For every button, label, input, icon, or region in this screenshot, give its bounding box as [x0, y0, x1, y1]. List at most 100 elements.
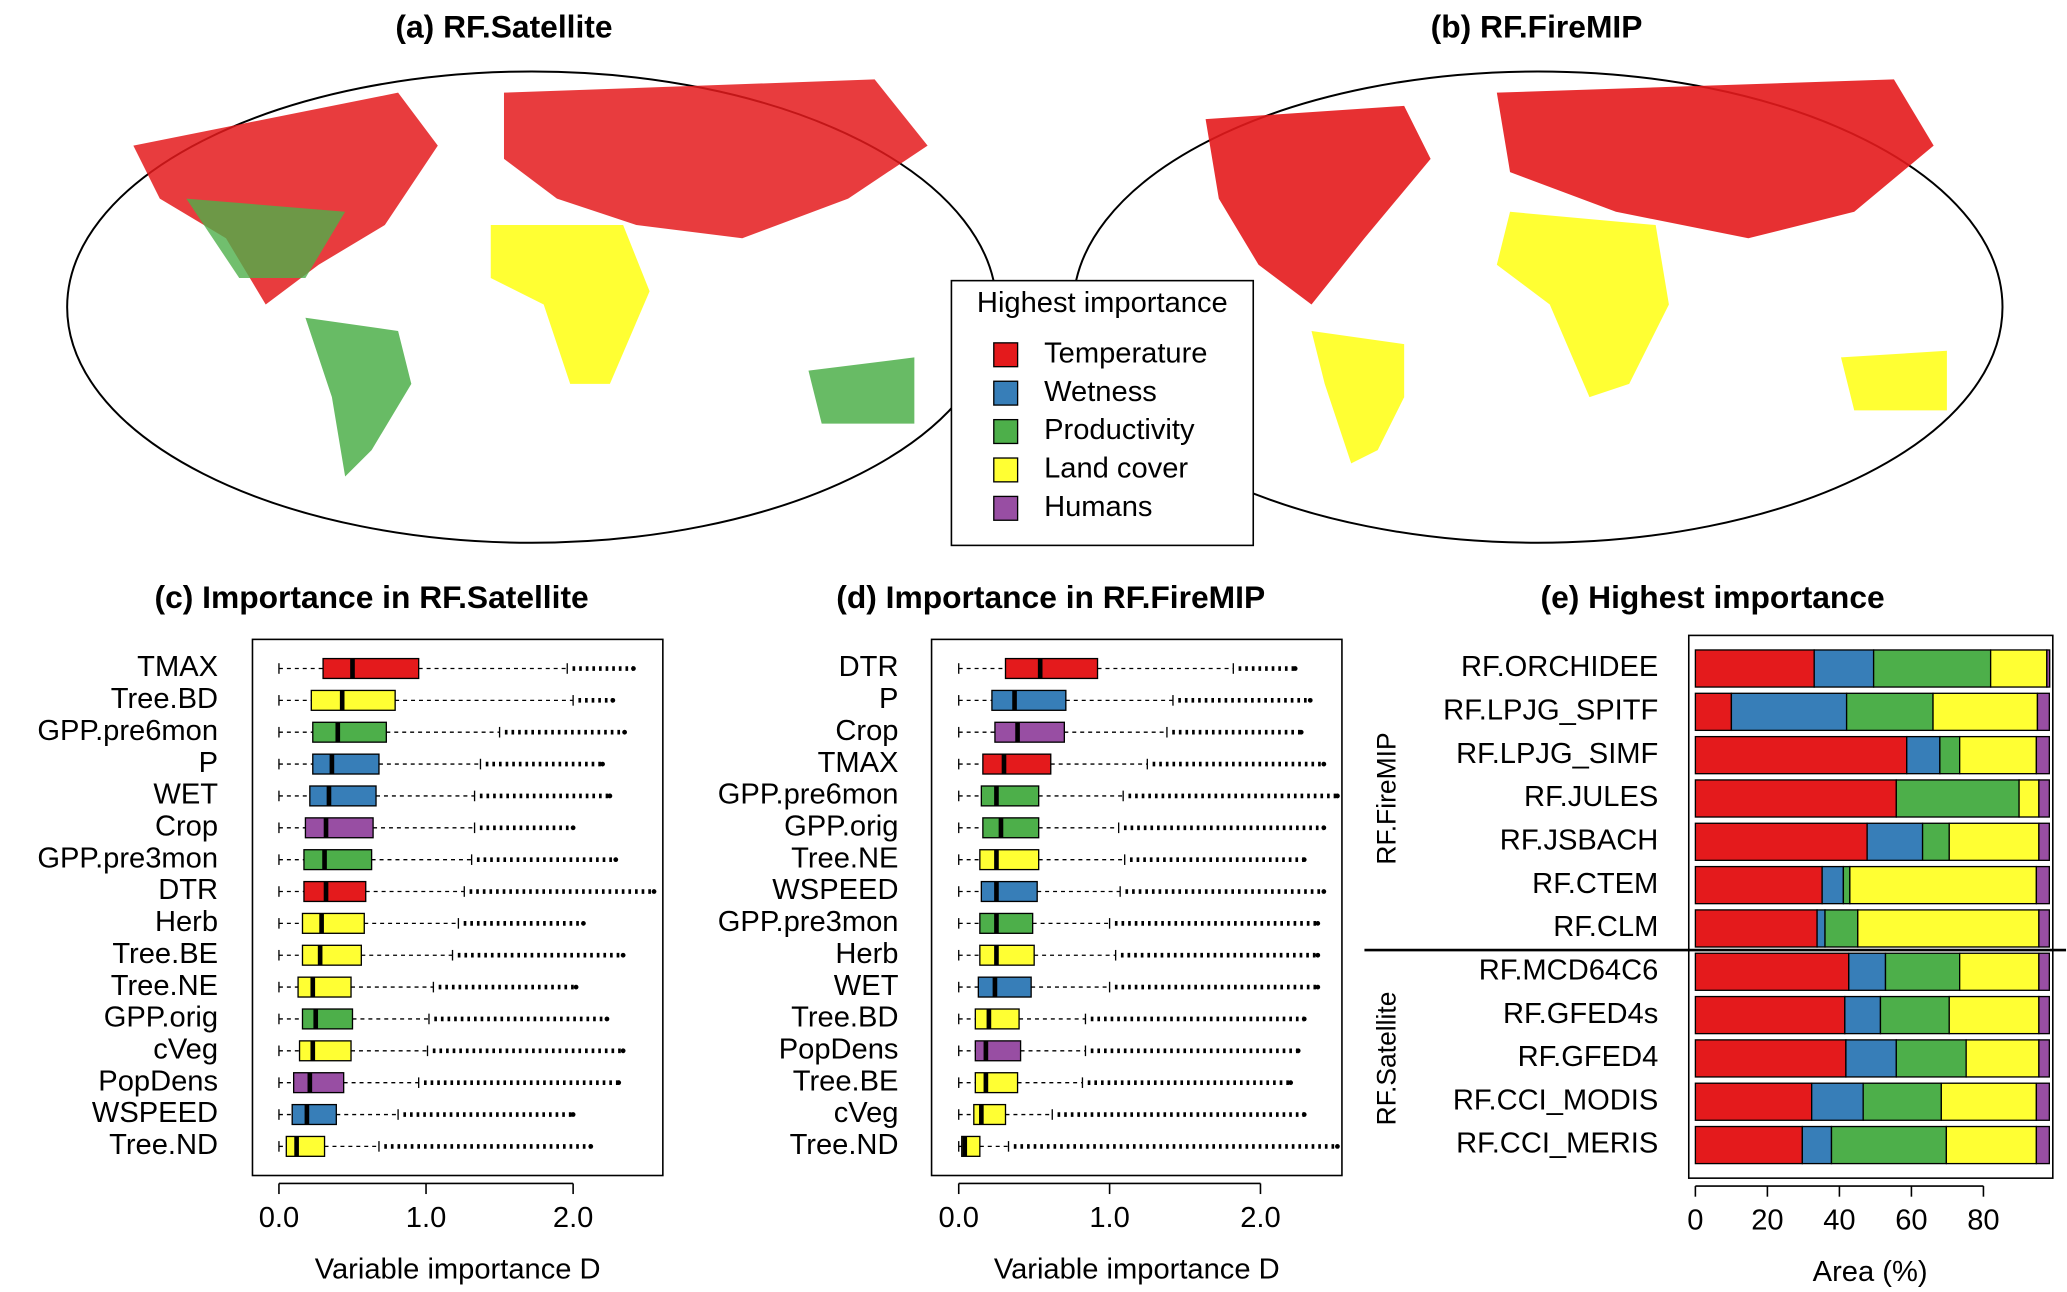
outlier: [1307, 697, 1313, 703]
bar-segment: [2018, 779, 2040, 818]
y-tick-label: RF.CTEM: [1532, 868, 1658, 900]
bar-segment: [2036, 692, 2050, 732]
bar-segment: [1895, 779, 2020, 818]
y-tick-label: RF.LPJG_SIMF: [1456, 738, 1658, 770]
bar-segment: [1821, 865, 1845, 905]
bar-segment: [1694, 1125, 1803, 1165]
outlier: [1335, 793, 1340, 799]
box: [303, 849, 373, 871]
outlier: [1315, 920, 1321, 926]
x-tick-label: 0.0: [259, 1202, 299, 1234]
bar-segment: [1811, 1082, 1864, 1121]
land: [186, 198, 346, 278]
legend-swatch: [993, 380, 1019, 406]
outlier: [570, 825, 576, 831]
box: [303, 880, 367, 903]
outlier: [600, 761, 605, 767]
chart-title: (d) Importance in RF.FireMIP: [836, 579, 1265, 615]
plot-frame: [930, 638, 1343, 1177]
group-label: RF.Satellite: [1371, 991, 1401, 1125]
outlier: [620, 952, 626, 958]
bar-segment: [1694, 649, 1815, 688]
legend-title: Highest importance: [977, 287, 1228, 319]
y-tick-label: GPP.pre3mon: [718, 906, 899, 938]
y-tick-label: RF.CLM: [1553, 911, 1658, 943]
box: [973, 1103, 1007, 1126]
box: [285, 1135, 326, 1157]
x-axis-label: Variable importance D: [994, 1254, 1280, 1286]
x-tick-label: 80: [1967, 1205, 1999, 1237]
bar-segment: [1816, 909, 1826, 948]
bar-segment: [1694, 952, 1850, 991]
group-label: RF.FireMIP: [1371, 732, 1401, 864]
x-tick-label: 2.0: [553, 1202, 593, 1234]
bar-segment: [1989, 649, 2048, 688]
legend-label: Humans: [1044, 491, 1152, 523]
y-tick-label: Tree.BE: [112, 938, 218, 970]
bar-segment: [1884, 952, 1961, 991]
x-axis-label: Area (%): [1813, 1256, 1928, 1288]
y-tick-label: RF.LPJG_SPITF: [1443, 695, 1658, 727]
chart-title: (a) RF.Satellite: [395, 9, 612, 45]
chart-title: (e) Highest importance: [1541, 579, 1885, 615]
box: [974, 1008, 1020, 1030]
box: [298, 1040, 352, 1062]
outlier: [1301, 1112, 1307, 1117]
outlier: [570, 1112, 576, 1117]
box: [292, 1072, 345, 1094]
bar-segment: [1694, 1082, 1813, 1121]
bar-segment: [2046, 649, 2051, 688]
bar-segment: [1939, 735, 1961, 775]
y-tick-label: WSPEED: [772, 874, 898, 906]
bar-segment: [1694, 822, 1868, 861]
bar-segment: [1845, 692, 1934, 732]
land: [808, 357, 915, 424]
plot-frame: [251, 638, 664, 1177]
outlier: [1315, 984, 1321, 990]
bar-segment: [1879, 995, 1950, 1035]
land: [305, 317, 412, 477]
box: [994, 721, 1065, 743]
y-tick-label: Herb: [835, 938, 898, 970]
x-tick-label: 1.0: [406, 1202, 446, 1234]
bar-segment: [1845, 1039, 1897, 1078]
outlier: [1301, 857, 1307, 863]
y-tick-label: WSPEED: [92, 1097, 218, 1129]
y-tick-label: GPP.pre6mon: [37, 715, 218, 747]
y-tick-label: RF.CCI_MODIS: [1453, 1084, 1658, 1116]
bar-segment: [1862, 1082, 1942, 1121]
outlier: [607, 793, 613, 799]
bar-segment: [2035, 1082, 2050, 1121]
outlier: [1335, 1144, 1340, 1149]
land: [1841, 350, 1947, 411]
box: [974, 1072, 1019, 1094]
bar-segment: [1694, 909, 1818, 948]
y-tick-label: GPP.pre3mon: [37, 842, 218, 874]
bar-segment: [1801, 1125, 1833, 1165]
box: [304, 817, 374, 839]
bar-segment: [1694, 692, 1733, 732]
land: [133, 92, 438, 305]
outlier: [1292, 666, 1298, 671]
y-tick-label: Tree.NE: [111, 970, 218, 1002]
legend-swatch: [993, 342, 1019, 368]
bar-segment: [1895, 1039, 1967, 1078]
bar-segment: [1830, 1125, 1948, 1165]
box: [310, 689, 396, 711]
outlier: [610, 697, 616, 703]
y-tick-label: RF.GFED4: [1518, 1041, 1659, 1073]
x-tick-label: 1.0: [1089, 1202, 1129, 1234]
x-tick-label: 60: [1895, 1205, 1927, 1237]
legend-label: Wetness: [1044, 376, 1157, 408]
bar-segment: [1948, 995, 2040, 1035]
outlier: [573, 984, 579, 990]
y-tick-label: Tree.ND: [790, 1129, 899, 1161]
box: [974, 1040, 1022, 1062]
y-tick-label: Herb: [155, 906, 218, 938]
y-tick-label: Tree.BE: [793, 1065, 899, 1097]
bar-segment: [1694, 995, 1846, 1035]
y-tick-label: Tree.BD: [111, 683, 218, 715]
box: [301, 944, 362, 966]
box: [982, 753, 1052, 775]
y-tick-label: RF.ORCHIDEE: [1461, 651, 1658, 683]
